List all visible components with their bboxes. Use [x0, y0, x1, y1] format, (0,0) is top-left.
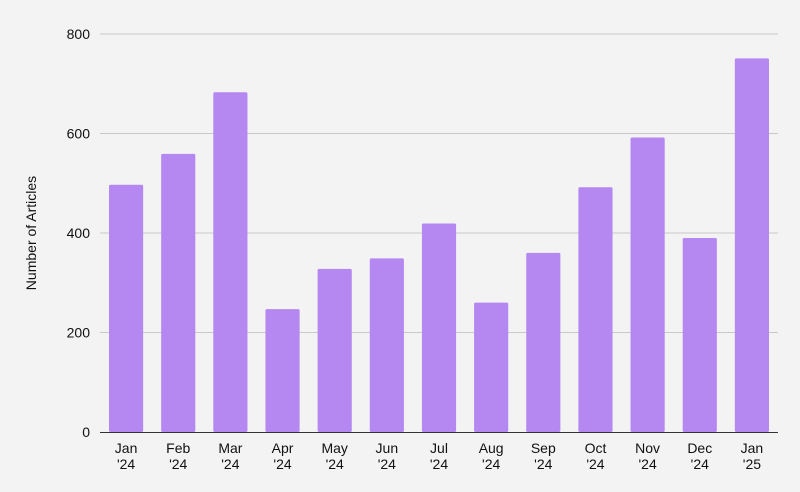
y-tick-label: 0: [82, 424, 90, 440]
x-tick-label: Aug '24: [479, 440, 504, 472]
y-tick-label: 400: [67, 225, 91, 241]
bar: [474, 302, 509, 432]
x-tick-label: Jun '24: [376, 440, 399, 472]
bar: [108, 184, 144, 432]
x-tick-label: May '24: [321, 440, 347, 472]
y-axis-ticks: 0 200 400 600 800: [67, 26, 91, 440]
x-tick-label: Jan '24: [115, 440, 138, 472]
x-tick-label: Sep '24: [531, 440, 556, 472]
x-tick-label: Jan '25: [741, 440, 764, 472]
x-tick-label: Nov '24: [635, 440, 660, 472]
x-tick-label: Mar '24: [218, 440, 242, 472]
y-tick-label: 800: [67, 26, 91, 42]
bar: [317, 268, 352, 432]
bar: [265, 309, 300, 432]
bar: [578, 187, 613, 432]
y-tick-label: 600: [67, 126, 91, 142]
bar: [161, 153, 196, 432]
x-tick-label: Dec '24: [687, 440, 712, 472]
x-tick-label: Feb '24: [166, 440, 190, 472]
bar: [369, 258, 404, 432]
bar: [630, 137, 665, 433]
bar: [213, 92, 248, 433]
x-axis-ticks: Jan '24 Feb '24 Mar '24 Apr '24 May '24 Jun '24 Jul '…: [115, 440, 763, 472]
bar: [526, 252, 561, 432]
x-tick-label: Apr '24: [272, 440, 294, 472]
y-axis-title: Number of Articles: [23, 176, 39, 290]
x-tick-label: Jul '24: [430, 440, 448, 472]
bar: [734, 58, 770, 432]
bar: [421, 223, 457, 432]
bars: [108, 58, 770, 433]
x-tick-label: Oct '24: [585, 440, 607, 472]
bar: [682, 237, 717, 432]
y-tick-label: 200: [67, 325, 91, 341]
